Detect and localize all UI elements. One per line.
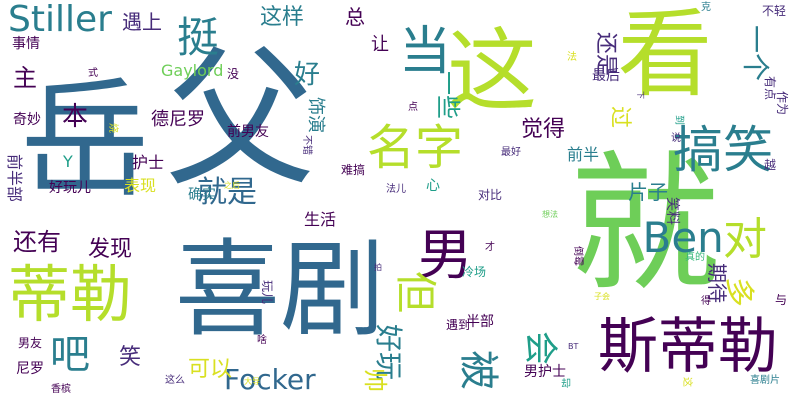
word-cloud-term: 没 bbox=[227, 67, 240, 81]
word-cloud-term: 却 bbox=[561, 379, 571, 390]
word-cloud-term: Y bbox=[63, 152, 73, 171]
word-cloud-term: 男 bbox=[417, 222, 473, 287]
word-cloud-term: 表现 bbox=[124, 176, 157, 195]
word-cloud-term: 说 bbox=[671, 133, 681, 144]
word-cloud-term: 冷场 bbox=[462, 265, 487, 279]
word-cloud-term: Stiller bbox=[8, 0, 112, 40]
word-cloud-term: 奇妙 bbox=[13, 112, 41, 128]
word-cloud-term: 这 bbox=[447, 19, 537, 124]
word-cloud-term: 护士 bbox=[132, 153, 165, 172]
word-cloud-term: 好 bbox=[294, 60, 321, 90]
word-cloud-term: 大导 bbox=[244, 377, 260, 386]
word-cloud-term: 当 bbox=[399, 22, 452, 82]
word-cloud-term: 会 bbox=[520, 331, 560, 365]
word-cloud-term: 遇到 bbox=[446, 318, 471, 332]
word-cloud-term: 男友 bbox=[18, 336, 43, 350]
word-cloud-term: 帅 bbox=[361, 368, 389, 392]
word-cloud-term: 蒂勒 bbox=[8, 258, 133, 331]
word-cloud-term: 前男友 bbox=[227, 124, 269, 140]
word-cloud-term: 这样 bbox=[260, 5, 305, 30]
word-cloud-term: 喜剧片 bbox=[750, 375, 780, 386]
word-cloud-term: 主 bbox=[13, 64, 37, 92]
word-cloud-term: 但 bbox=[391, 270, 441, 314]
word-cloud-term: 一些 bbox=[434, 71, 462, 119]
word-cloud-term: 名字 bbox=[367, 120, 464, 176]
word-cloud-term: 吧 bbox=[50, 332, 90, 378]
word-cloud-term: 得 bbox=[701, 296, 711, 307]
word-cloud-term: 法 bbox=[567, 52, 577, 63]
word-cloud-term: 前半部 bbox=[5, 153, 25, 203]
word-cloud-term: 过 bbox=[607, 105, 633, 129]
word-cloud-term: 这 bbox=[681, 377, 692, 387]
word-cloud-term: 式 bbox=[88, 68, 98, 79]
word-cloud-term: 前半 bbox=[567, 145, 600, 164]
word-cloud-term: 总 bbox=[345, 5, 365, 29]
word-cloud-term: 子会 bbox=[594, 292, 610, 301]
word-cloud-term: 香槟 bbox=[51, 384, 71, 395]
word-cloud-term: 本 bbox=[62, 102, 89, 132]
word-cloud-term: 斯蒂勒 bbox=[598, 312, 778, 382]
word-cloud-term: 越 bbox=[764, 158, 777, 172]
word-cloud-term: 笑料 bbox=[664, 197, 680, 225]
word-cloud-term: 想法 bbox=[542, 210, 558, 219]
word-cloud-term: 被 bbox=[455, 350, 501, 390]
word-cloud-term: 喜剧 bbox=[175, 228, 386, 351]
word-cloud-term: 搞笑 bbox=[673, 121, 773, 179]
word-cloud-term: 父 bbox=[165, 33, 316, 207]
word-cloud-term: 最后 bbox=[592, 68, 620, 84]
word-cloud-term: 倒霉 bbox=[572, 246, 583, 266]
word-cloud-term: 德尼罗 bbox=[151, 109, 205, 130]
word-cloud-term: 法儿 bbox=[386, 184, 406, 195]
word-cloud-term: 不错 bbox=[301, 135, 312, 155]
word-cloud-term: 好玩儿 bbox=[49, 180, 91, 196]
word-cloud-term: 看 bbox=[617, 0, 713, 110]
word-cloud-term: 下 bbox=[636, 91, 645, 99]
word-cloud-term: 发现 bbox=[88, 237, 133, 262]
word-cloud-term: 饰演 bbox=[305, 97, 326, 133]
word-cloud-term: 克 bbox=[701, 2, 711, 13]
word-cloud-term: 与 bbox=[775, 293, 788, 307]
word-cloud-term: 生活 bbox=[304, 210, 337, 229]
word-cloud-term: 这么 bbox=[165, 375, 185, 386]
word-cloud-term: Ben bbox=[642, 213, 724, 262]
word-cloud-term: 真的 bbox=[685, 252, 705, 263]
word-cloud-term: 对 bbox=[723, 214, 767, 265]
word-cloud-term: 片子 bbox=[628, 180, 668, 204]
word-cloud-term: 才 bbox=[485, 242, 495, 253]
word-cloud-term: 尼罗 bbox=[16, 361, 44, 377]
word-cloud-term: 一个 bbox=[739, 24, 773, 82]
word-cloud-term: 对比 bbox=[478, 188, 503, 202]
word-cloud-term: 玩儿 bbox=[260, 279, 275, 305]
word-cloud-term: 之后 bbox=[224, 181, 240, 190]
word-cloud-term: 可以 bbox=[188, 357, 233, 382]
word-cloud-term: 就 bbox=[570, 138, 721, 312]
word-cloud-term: 拍 bbox=[374, 263, 382, 272]
word-cloud-term: 点 bbox=[408, 102, 418, 113]
word-cloud-term: BT bbox=[568, 342, 579, 351]
word-cloud-term: Gaylord bbox=[161, 61, 224, 80]
word-cloud-term: Focker bbox=[224, 363, 316, 396]
word-cloud-term: 难搞 bbox=[341, 163, 366, 177]
word-cloud-term: 确实 bbox=[188, 187, 216, 203]
word-cloud-term: 挺 bbox=[177, 13, 220, 62]
word-cloud-term: 作为 bbox=[775, 90, 790, 116]
word-cloud-term: 啥 bbox=[257, 335, 267, 346]
word-cloud-term: 不轻 bbox=[762, 4, 787, 18]
word-cloud-term: 遇上 bbox=[122, 10, 162, 34]
word-cloud-term: 让 bbox=[371, 34, 389, 55]
word-cloud-term: 烧 bbox=[107, 123, 118, 133]
word-cloud-term: 男护士 bbox=[524, 364, 566, 380]
word-cloud-term: 心 bbox=[426, 178, 440, 194]
word-cloud-term: 就是 bbox=[197, 175, 257, 210]
word-cloud-term: 觉得 bbox=[521, 117, 566, 142]
word-cloud-term: 笑 bbox=[119, 345, 142, 370]
word-cloud-term: 岳 bbox=[20, 64, 151, 216]
word-cloud-term: 还有 bbox=[13, 228, 61, 256]
word-cloud-term: 事情 bbox=[12, 36, 40, 52]
word-cloud-term: 半部 bbox=[466, 314, 494, 330]
word-cloud-term: 到 bbox=[673, 115, 684, 125]
word-cloud-term: 最好 bbox=[501, 147, 521, 158]
